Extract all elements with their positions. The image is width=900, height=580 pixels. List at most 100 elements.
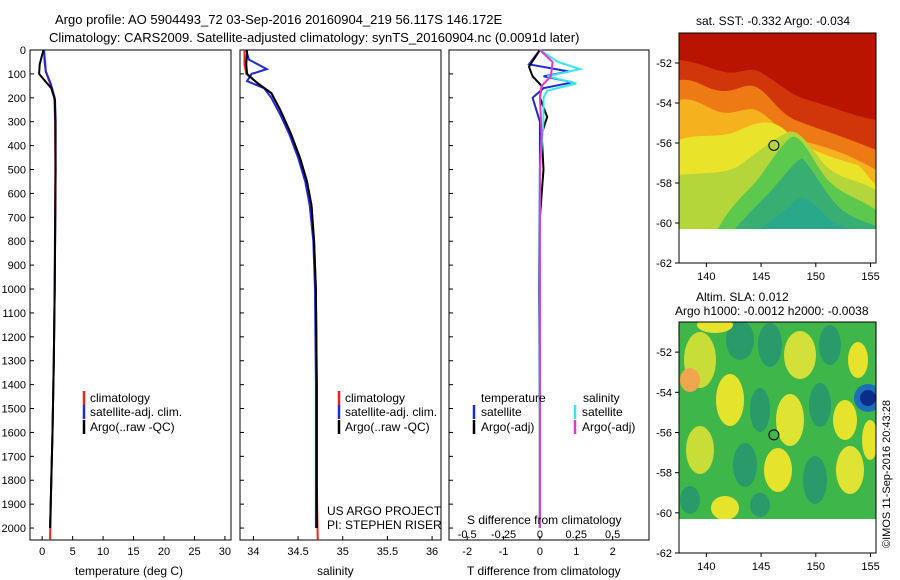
- ytick-label: 1600: [2, 427, 26, 439]
- temperature-panel: 0100200300400500600700800900100011001200…: [2, 45, 232, 578]
- temperature-x-axis: 0 5 10 15 20 25 30: [39, 536, 231, 558]
- xtick-label: 20: [158, 546, 170, 558]
- s-xtick-label: -0.5: [458, 529, 477, 541]
- lat-tick-label: -52: [656, 347, 672, 359]
- legend-title-salinity: salinity: [583, 391, 620, 405]
- xtick-label: 30: [219, 546, 231, 558]
- s-xtick-label: 0: [537, 529, 543, 541]
- ytick-label: 500: [8, 165, 26, 177]
- lat-tick-label: -56: [656, 138, 672, 150]
- lat-tick-label: -62: [656, 548, 672, 560]
- ytick-label: 700: [8, 212, 26, 224]
- s-xtick-label: -0.25: [491, 529, 516, 541]
- legend-label-s-argo: Argo(-adj): [582, 420, 635, 434]
- legend-label-satellite: satellite-adj. clim.: [345, 405, 437, 419]
- s-difference-xlabel: S difference from climatology: [467, 513, 622, 527]
- lat-tick-label: -58: [656, 468, 672, 480]
- sla-map-title-line2: Argo h1000: -0.0012 h2000: -0.0038: [675, 304, 869, 318]
- difference-axes-frame: [448, 49, 650, 541]
- legend-label-satellite: satellite-adj. clim.: [90, 405, 182, 419]
- legend-label-t-argo: Argo(-adj): [481, 420, 534, 434]
- sst-map-panel: sat. SST: -0.332 Argo: -0.034 -52-54-56-…: [656, 14, 880, 283]
- ytick-label: 400: [8, 141, 26, 153]
- temperature-series: [38, 49, 57, 541]
- lon-tick-label: 150: [807, 561, 825, 573]
- ytick-label: 600: [8, 188, 26, 200]
- sst-heatmap: [679, 33, 876, 229]
- xtick-label: 15: [127, 546, 139, 558]
- sla-map-panel: Altim. SLA: 0.012 Argo h1000: -0.0012 h2…: [656, 290, 880, 573]
- sla-lon-axis: 140 145 150 155: [697, 553, 880, 573]
- xtick-label: 0: [537, 546, 543, 558]
- lat-tick-label: -58: [656, 178, 672, 190]
- lat-tick-label: -60: [656, 218, 672, 230]
- xtick-label: -2: [462, 546, 472, 558]
- sla-axes-frame: [678, 321, 877, 554]
- ytick-label: 1800: [2, 475, 26, 487]
- sst-lon-axis: 140 145 150 155: [697, 263, 880, 283]
- xtick-label: 0: [39, 546, 45, 558]
- ytick-label: 1900: [2, 499, 26, 511]
- argo-position-marker: [768, 139, 780, 151]
- sla-heatmap: [679, 322, 876, 519]
- legend-label-t-satellite: satellite: [481, 405, 522, 419]
- ytick-label: 200: [8, 93, 26, 105]
- xtick-label: 34: [247, 546, 259, 558]
- xtick-label: 35.5: [377, 546, 398, 558]
- legend-label-s-satellite: satellite: [582, 405, 623, 419]
- xtick-label: 1: [573, 546, 579, 558]
- pi-credit: PI: STEPHEN RISER: [327, 518, 442, 532]
- imos-timestamp: ©IMOS 11-Sep-2016 20:43:28: [881, 400, 893, 548]
- ytick-label: 900: [8, 260, 26, 272]
- xtick-label: 36: [426, 546, 438, 558]
- xtick-label: 34.5: [287, 546, 308, 558]
- sst-lat-axis: -52 -54 -56 -58 -60 -62: [656, 58, 679, 270]
- ytick-label: 1200: [2, 332, 26, 344]
- legend-label-argo: Argo(..raw -QC): [90, 420, 175, 434]
- t-difference-xlabel: T difference from climatology: [467, 564, 621, 578]
- xtick-label: 5: [70, 546, 76, 558]
- lon-tick-label: 140: [697, 561, 715, 573]
- series-line: [538, 49, 554, 528]
- xtick-label: 10: [97, 546, 109, 558]
- sla-map-title-line1: Altim. SLA: 0.012: [696, 290, 789, 304]
- lat-tick-label: -62: [656, 258, 672, 270]
- lon-tick-label: 150: [807, 271, 825, 283]
- lat-tick-label: -56: [656, 427, 672, 439]
- salinity-xlabel: salinity: [317, 564, 354, 578]
- lon-tick-label: 145: [752, 271, 770, 283]
- s-difference-x-axis: -0.5 -0.25 0 0.25 0.5: [458, 529, 621, 541]
- ytick-label: 800: [8, 236, 26, 248]
- xtick-label: 2: [610, 546, 616, 558]
- legend-title-temperature: temperature: [481, 391, 546, 405]
- salinity-legend: climatology satellite-adj. clim. Argo(..…: [337, 391, 437, 434]
- lon-tick-label: 145: [752, 561, 770, 573]
- ytick-label: 1400: [2, 380, 26, 392]
- ytick-label: 100: [8, 69, 26, 81]
- depth-axis: 0 100 200 300 400 500 600 700 800 900 1000 1100 1200…: [2, 45, 34, 535]
- xtick-label: -1: [499, 546, 509, 558]
- ytick-label: 300: [8, 117, 26, 129]
- temperature-xlabel: temperature (deg C): [75, 564, 183, 578]
- difference-series: [527, 49, 584, 528]
- s-xtick-label: 0.5: [605, 529, 620, 541]
- xtick-label: 25: [188, 546, 200, 558]
- sst-map-title: sat. SST: -0.332 Argo: -0.034: [696, 14, 850, 28]
- argo-position-marker: [768, 429, 780, 441]
- ytick-label: 0: [20, 45, 26, 57]
- salinity-series: [243, 49, 319, 541]
- ytick-label: 1700: [2, 451, 26, 463]
- legend-label-climatology: climatology: [90, 391, 150, 405]
- figure-title-line2: Climatology: CARS2009. Satellite-adjuste…: [49, 30, 580, 45]
- ytick-label: 2000: [2, 523, 26, 535]
- figure-title-line1: Argo profile: AO 5904493_72 03-Sep-2016 …: [55, 12, 503, 27]
- legend-label-climatology: climatology: [345, 391, 405, 405]
- series-line: [38, 49, 57, 529]
- lat-tick-label: -54: [656, 387, 672, 399]
- sst-axes-frame: [678, 32, 877, 264]
- t-difference-x-axis: -2 -1 0 1 2: [449, 49, 616, 558]
- lon-tick-label: 155: [861, 271, 879, 283]
- series-line: [245, 49, 318, 528]
- salinity-axes-frame: [239, 49, 442, 541]
